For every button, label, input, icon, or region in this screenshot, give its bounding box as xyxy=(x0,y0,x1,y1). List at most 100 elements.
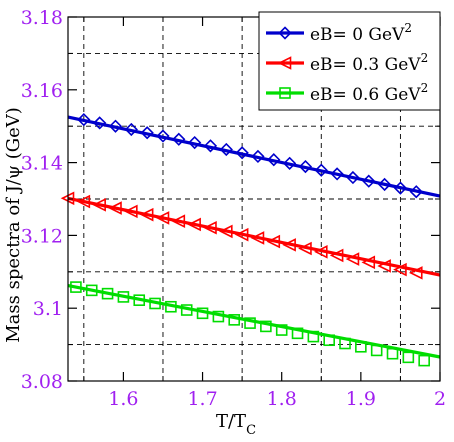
data-point-series-2 xyxy=(228,314,241,326)
y-tick-label: 3.08 xyxy=(21,371,63,393)
series-line-2 xyxy=(67,284,441,359)
data-point-series-1 xyxy=(377,259,391,273)
y-tick-label: 3.12 xyxy=(21,225,63,247)
legend-label-text: eB= 0.3 GeV xyxy=(310,55,421,75)
data-point-series-1 xyxy=(266,234,281,249)
x-tick-label: 1.6 xyxy=(108,388,138,410)
y-tick-label: 3.18 xyxy=(21,7,63,29)
data-point-series-2 xyxy=(386,347,399,360)
x-axis-title: T/TC xyxy=(216,411,256,438)
data-point-series-2 xyxy=(307,330,320,343)
data-point-series-0 xyxy=(330,167,344,181)
data-point-series-2 xyxy=(275,324,288,336)
data-point-series-1 xyxy=(313,244,328,259)
data-point-series-2 xyxy=(70,281,82,293)
data-point-series-2 xyxy=(212,310,225,323)
data-point-series-1 xyxy=(203,220,217,235)
series-markers xyxy=(60,113,430,367)
data-point-series-0 xyxy=(124,122,138,137)
data-point-series-0 xyxy=(267,153,281,167)
data-point-series-2 xyxy=(180,304,193,316)
data-point-series-0 xyxy=(203,139,218,153)
series-line-0 xyxy=(67,115,441,198)
data-point-series-0 xyxy=(108,119,123,133)
legend-marker-1 xyxy=(277,56,292,70)
data-point-series-2 xyxy=(291,327,304,340)
x-tick-label: 1.8 xyxy=(267,388,297,410)
data-point-series-0 xyxy=(393,181,408,195)
legend-label-text: eB= 0.6 GeV xyxy=(310,85,421,105)
data-point-series-1 xyxy=(345,252,360,266)
y-tick-label: 3.14 xyxy=(21,153,63,175)
data-point-series-0 xyxy=(409,185,423,199)
x-tick-label: 2 xyxy=(434,388,446,410)
legend-label-superscript: 2 xyxy=(421,51,429,65)
data-point-series-2 xyxy=(165,300,177,313)
data-point-series-0 xyxy=(235,146,249,160)
data-point-series-0 xyxy=(362,174,376,188)
data-point-series-2 xyxy=(418,354,430,367)
data-point-series-1 xyxy=(234,227,249,242)
data-point-series-0 xyxy=(346,170,360,185)
data-point-series-0 xyxy=(77,113,91,127)
data-point-series-1 xyxy=(139,207,154,222)
legend-label-superscript: 2 xyxy=(421,81,429,95)
data-point-series-1 xyxy=(108,201,122,215)
data-point-series-2 xyxy=(323,334,335,347)
data-point-series-2 xyxy=(370,344,383,357)
axis-ticks xyxy=(68,16,441,382)
data-point-series-2 xyxy=(85,284,98,297)
data-point-series-1 xyxy=(361,255,376,270)
data-point-series-0 xyxy=(93,116,107,130)
data-point-series-1 xyxy=(298,241,312,256)
legend-marker-2 xyxy=(279,87,291,99)
data-point-series-0 xyxy=(172,132,186,146)
data-point-series-2 xyxy=(402,351,415,364)
data-point-series-2 xyxy=(196,307,209,320)
data-point-series-1 xyxy=(92,198,106,212)
legend-label-2: eB= 0.6 GeV2 xyxy=(310,81,428,105)
data-point-series-1 xyxy=(124,204,138,219)
data-point-series-0 xyxy=(251,149,265,164)
data-point-series-1 xyxy=(282,238,296,252)
legend-marker-0 xyxy=(278,26,292,40)
y-tick-label: 3.16 xyxy=(21,80,63,102)
legend-label-superscript: 2 xyxy=(404,21,412,35)
y-tick-label: 3.1 xyxy=(33,298,63,320)
data-point-series-1 xyxy=(393,262,407,277)
data-point-series-2 xyxy=(117,291,130,303)
data-point-series-0 xyxy=(282,156,297,170)
tick-labels: 1.6 1.7 1.8 1.9 2 3.08 3.1 3.12 3.14 3.16 3.18 xyxy=(21,7,446,410)
data-point-series-2 xyxy=(244,317,256,329)
data-point-series-1 xyxy=(171,214,186,228)
data-point-series-1 xyxy=(155,211,170,225)
data-point-series-2 xyxy=(149,297,161,310)
data-point-series-0 xyxy=(156,129,170,143)
data-point-series-2 xyxy=(260,320,272,333)
data-point-series-0 xyxy=(188,135,202,150)
x-tick-label: 1.7 xyxy=(187,388,217,410)
legend-label-text: eB= 0 GeV xyxy=(310,25,405,45)
data-point-series-0 xyxy=(219,142,233,157)
data-point-series-1 xyxy=(219,224,233,239)
data-point-series-0 xyxy=(298,159,313,174)
data-point-series-0 xyxy=(140,126,154,140)
data-point-series-1 xyxy=(329,248,344,263)
legend-label-0: eB= 0 GeV2 xyxy=(310,21,412,45)
data-point-series-1 xyxy=(408,266,423,280)
data-point-series-1 xyxy=(187,217,201,232)
data-point-series-1 xyxy=(76,194,91,209)
y-axis-title: Mass spectra of J/ψ (GeV) xyxy=(3,107,24,343)
data-point-series-0 xyxy=(314,163,328,177)
x-tick-label: 1.9 xyxy=(346,388,376,410)
data-point-series-2 xyxy=(101,287,114,300)
data-point-series-0 xyxy=(377,177,392,192)
legend-label-1: eB= 0.3 GeV2 xyxy=(310,51,428,75)
data-point-series-2 xyxy=(133,294,146,306)
data-point-series-2 xyxy=(355,340,367,353)
data-point-series-1 xyxy=(250,231,265,245)
data-point-series-2 xyxy=(339,337,351,350)
